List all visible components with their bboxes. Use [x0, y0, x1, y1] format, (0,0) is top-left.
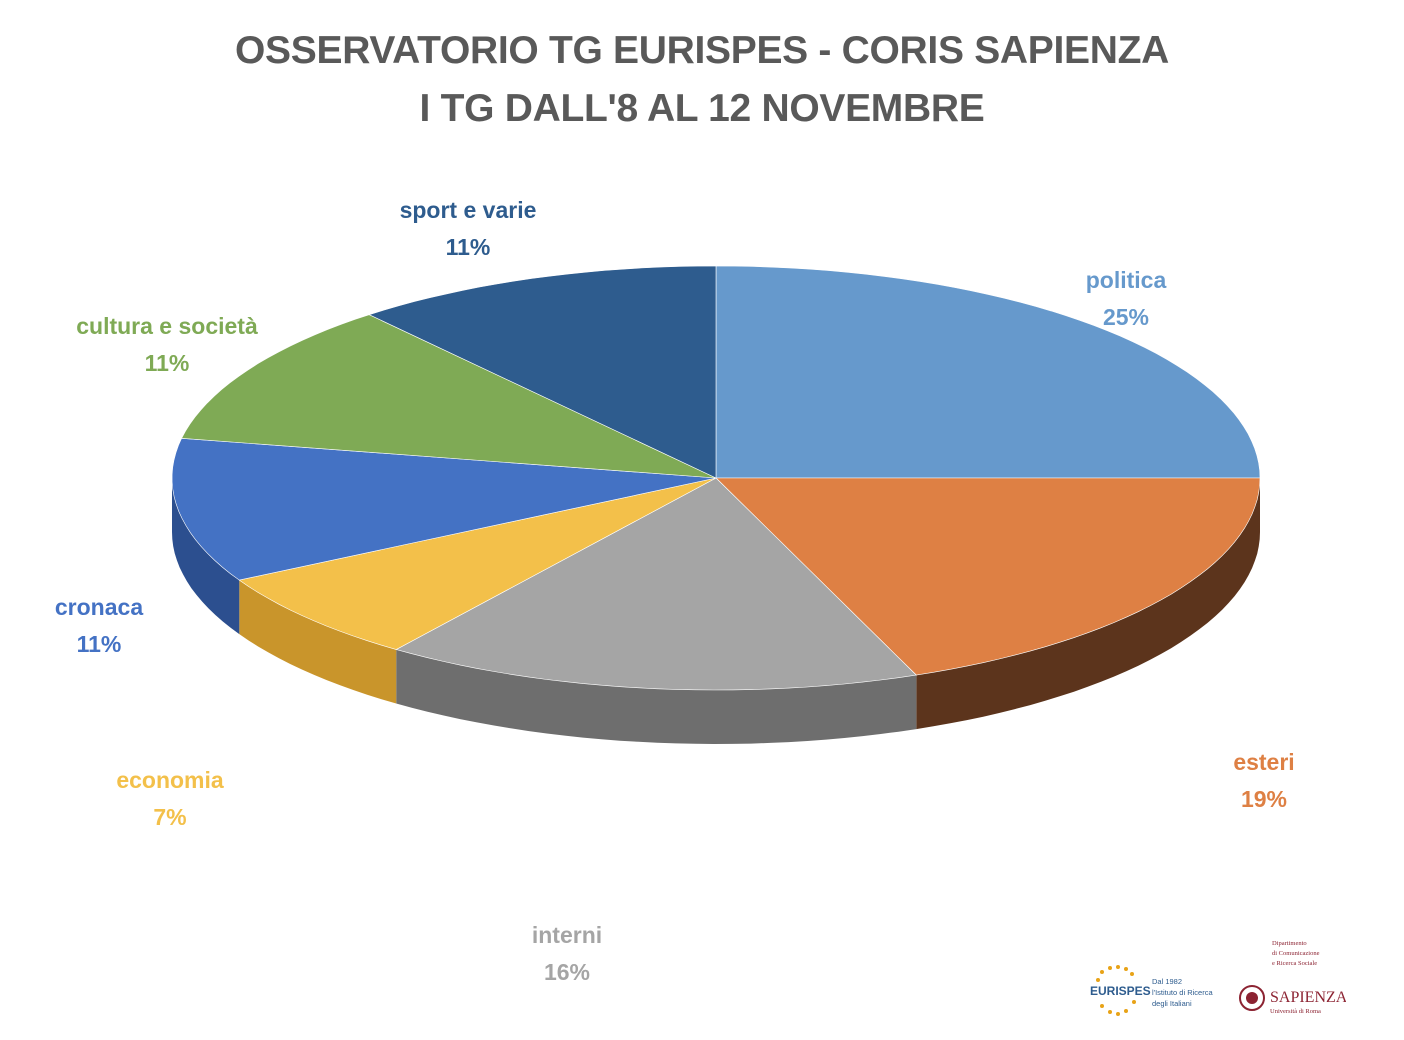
eurispes-name: EURISPES	[1090, 984, 1151, 998]
slice-label-politica: politica	[1086, 267, 1167, 293]
slice-value-cultura-e-societa: 11%	[145, 350, 190, 376]
pie-slice-esteri	[715, 477, 1261, 676]
pie-slice-politica	[715, 265, 1261, 479]
sapienza-dept-1: Dipartimento	[1272, 940, 1307, 947]
sapienza-dept-2: di Comunicazione	[1272, 950, 1320, 957]
pie-slice-economia	[238, 477, 717, 650]
sapienza-logo: Dipartimento di Comunicazione e Ricerca …	[1239, 940, 1346, 1015]
eurispes-star-ring-icon	[1096, 965, 1136, 1016]
eurispes-tagline-1: Dal 1982	[1152, 977, 1182, 986]
chart-title-line-1: OSSERVATORIO TG EURISPES - CORIS SAPIENZ…	[235, 29, 1169, 72]
slice-value-sport-e-varie: 11%	[446, 234, 491, 260]
slice-label-cronaca: cronaca	[55, 594, 143, 620]
sapienza-seal-icon	[1239, 985, 1265, 1011]
slice-label-sport-e-varie: sport e varie	[400, 197, 537, 223]
slice-labels: politica 25% esteri 19% interni 16% economia 7%…	[55, 197, 1295, 985]
pie-slice-sport-e-varie	[368, 265, 717, 479]
pie-side-cronaca	[172, 478, 240, 635]
slice-label-interni: interni	[532, 922, 602, 948]
eurispes-tagline-2: l'Istituto di Ricerca	[1152, 988, 1213, 997]
pie-slice-interni	[395, 477, 917, 691]
pie-side-interni	[396, 649, 917, 744]
slice-label-cultura-e-societa: cultura e società	[76, 313, 258, 339]
sapienza-subtitle: Università di Roma	[1270, 1008, 1321, 1015]
pie-side-walls	[172, 478, 1260, 744]
slice-value-esteri: 19%	[1241, 786, 1287, 812]
slice-label-esteri: esteri	[1233, 749, 1294, 775]
pie-slices	[171, 265, 1261, 691]
eurispes-tagline-3: degli Italiani	[1152, 999, 1192, 1008]
slice-value-economia: 7%	[153, 804, 186, 830]
pie-slice-cronaca	[171, 437, 717, 581]
sapienza-dept-3: e Ricerca Sociale	[1272, 960, 1317, 967]
pie-side-esteri	[916, 478, 1260, 730]
chart-title-line-2: I TG DALL'8 AL 12 NOVEMBRE	[419, 87, 985, 130]
sapienza-name: SAPIENZA	[1270, 989, 1346, 1006]
slice-value-cronaca: 11%	[77, 631, 122, 657]
slice-value-interni: 16%	[544, 959, 590, 985]
pie-slice-cultura-e-societa	[181, 314, 717, 479]
pie-side-economia	[239, 580, 397, 704]
slice-label-economia: economia	[116, 767, 224, 793]
eurispes-logo: EURISPES Dal 1982 l'Istituto di Ricerca …	[1090, 965, 1213, 1016]
chart-title: OSSERVATORIO TG EURISPES - CORIS SAPIENZ…	[0, 22, 1404, 138]
slice-value-politica: 25%	[1103, 304, 1149, 330]
